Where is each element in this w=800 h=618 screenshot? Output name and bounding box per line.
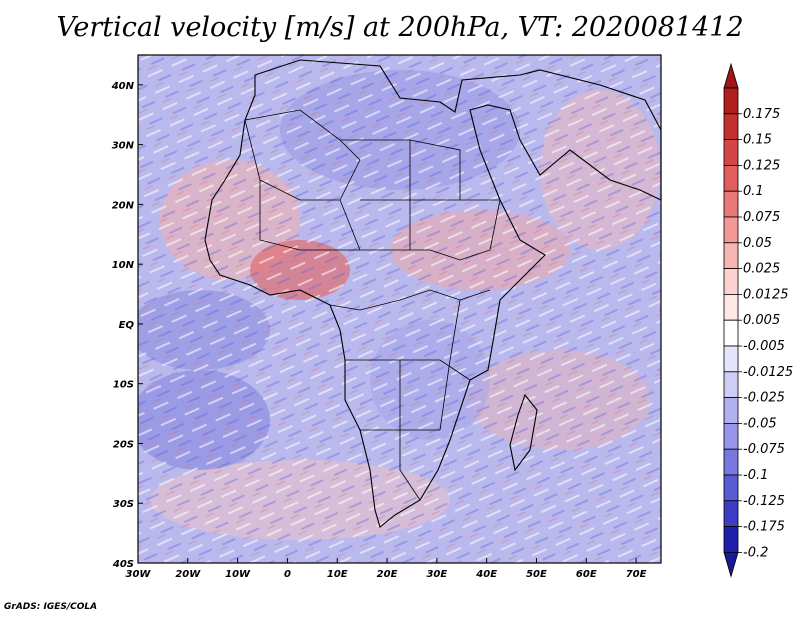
colorbar-swatch	[723, 190, 739, 218]
x-tick-label: 20W	[175, 569, 201, 580]
colorbar-swatch	[723, 216, 739, 244]
y-tick-label: 10N	[112, 260, 135, 271]
y-tick-label: 20N	[112, 200, 135, 211]
chart-title: Vertical velocity [m/s] at 200hPa, VT: 2…	[56, 12, 744, 43]
x-tick-label: 60E	[576, 569, 597, 580]
colorbar-swatch	[723, 242, 739, 270]
y-tick-label: EQ	[119, 320, 135, 331]
colorbar-label: -0.175	[743, 520, 785, 535]
border	[329, 289, 491, 311]
x-tick-label: 10W	[225, 569, 251, 580]
y-tick-label: 30N	[112, 141, 135, 152]
colorbar-label: -0.025	[743, 391, 785, 406]
colorbar-swatch	[723, 500, 739, 527]
x-tick-label: 10E	[327, 569, 348, 580]
x-tick-label: 20E	[377, 569, 398, 580]
colorbar-swatch	[723, 113, 739, 141]
x-tick-label: 70E	[626, 569, 647, 580]
africa-outline	[204, 59, 662, 528]
colorbar-label: -0.2	[743, 545, 768, 560]
colorbar-swatch	[723, 345, 739, 373]
plot-frame	[137, 54, 662, 564]
colorbar-bottom-arrow	[723, 552, 739, 578]
velocity-field	[138, 55, 661, 563]
colorbar-label: 0.15	[743, 133, 772, 148]
colorbar-label: 0.025	[743, 262, 780, 277]
borders	[244, 109, 501, 501]
madagascar-outline	[509, 393, 538, 472]
colorbar-label: 0.125	[743, 158, 780, 173]
grads-credit: GrADS: IGES/COLA	[4, 602, 98, 612]
x-axis: 30W 20W 10W 0 10E 20E 30E 40E 50E 60E 70E	[126, 558, 647, 580]
y-tick-label: 10S	[113, 380, 134, 391]
colorbar-swatch	[723, 474, 739, 502]
colorbar-swatch	[723, 526, 739, 553]
colorbar-swatch	[723, 397, 739, 424]
colorbar-swatch	[723, 371, 739, 398]
colorbar-label: 0.075	[743, 210, 780, 225]
field-texture	[138, 55, 661, 563]
colorbar-top-arrow	[723, 62, 739, 89]
y-tick-label: 30S	[113, 499, 134, 510]
colorbar-label: -0.1	[743, 468, 768, 483]
colorbar-swatch	[723, 268, 739, 295]
border	[399, 360, 421, 501]
border	[244, 109, 361, 201]
colorbar-label: -0.05	[743, 416, 777, 431]
colorbar-label: 0.175	[743, 107, 780, 122]
x-tick-label: 30E	[426, 569, 447, 580]
colorbar-label: -0.005	[743, 339, 785, 354]
border	[345, 359, 471, 381]
border	[410, 199, 501, 261]
colorbar-label: 0.005	[743, 313, 780, 328]
border	[439, 299, 461, 431]
colorbar-swatch	[723, 293, 739, 321]
colorbar-label: -0.075	[743, 442, 785, 457]
colorbar-swatch	[723, 319, 739, 347]
x-tick-label: 0	[284, 569, 291, 580]
colorbar-label: -0.0125	[743, 365, 793, 380]
colorbar-label: 0.0125	[743, 287, 789, 302]
colorbar: 0.175 0.15 0.125 0.1 0.075 0.05 0.025 0.0125 0.0…	[723, 62, 793, 578]
colorbar-label: 0.05	[743, 236, 772, 251]
coastlines	[204, 59, 662, 528]
colorbar-swatch	[723, 422, 739, 450]
colorbar-swatch	[723, 164, 739, 192]
colorbar-swatch	[723, 87, 739, 115]
border	[340, 139, 411, 201]
x-tick-label: 30W	[126, 569, 152, 580]
x-tick-label: 50E	[526, 569, 547, 580]
colorbar-label: 0.1	[743, 184, 764, 199]
y-tick-label: 20S	[113, 439, 134, 450]
colorbar-swatch	[723, 139, 739, 166]
y-tick-label: 40S	[112, 559, 134, 570]
y-axis: 40N 30N 20N 10N EQ 10S 20S 30S 40S	[111, 81, 143, 570]
x-tick-label: 40E	[475, 569, 497, 580]
colorbar-swatch	[723, 448, 739, 476]
colorbar-label: -0.125	[743, 494, 785, 509]
y-tick-label: 40N	[111, 81, 135, 92]
border	[259, 180, 360, 251]
